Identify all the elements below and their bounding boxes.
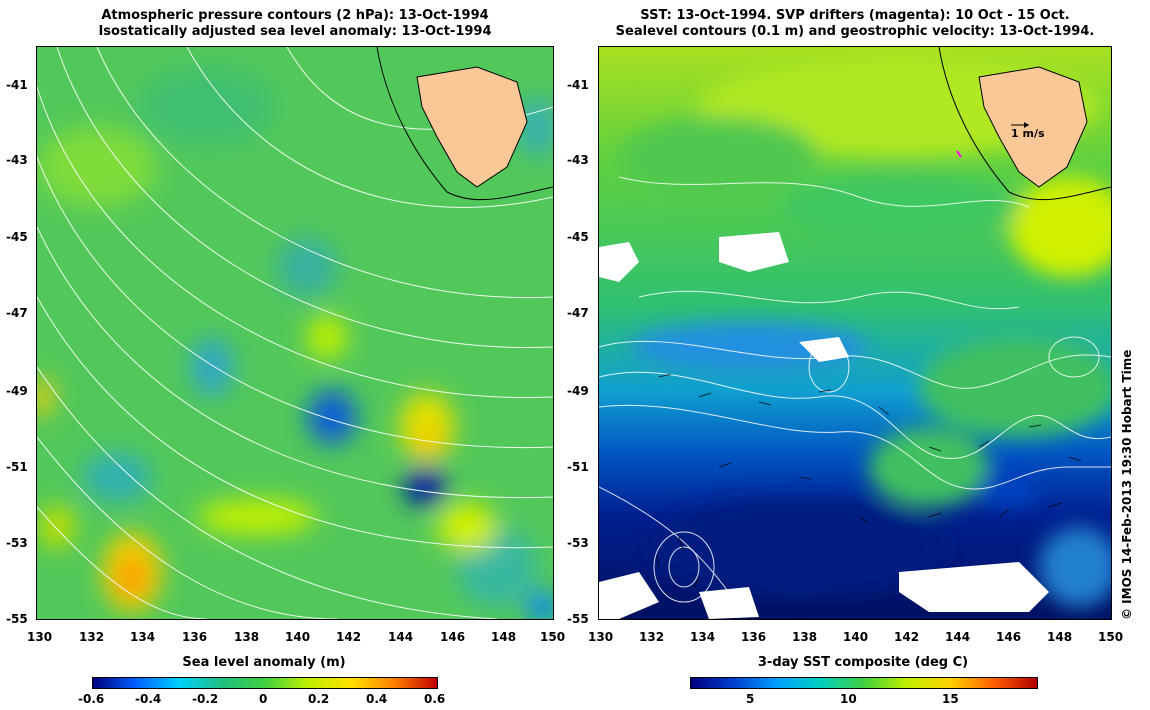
y-tick-label: -49 xyxy=(6,384,28,398)
x-tick-label: 146 xyxy=(996,630,1022,644)
x-tick-label: 132 xyxy=(639,630,665,644)
left-panel-title: Atmospheric pressure contours (2 hPa): 1… xyxy=(36,8,554,40)
x-tick-label: 142 xyxy=(336,630,362,644)
left-title-line2: Isostatically adjusted sea level anomaly… xyxy=(98,24,492,39)
y-tick-label: -53 xyxy=(6,536,28,550)
y-tick-label: -47 xyxy=(6,306,28,320)
y-tick-label: -43 xyxy=(567,153,589,167)
x-tick-label: 134 xyxy=(690,630,716,644)
x-tick-label: 130 xyxy=(27,630,53,644)
y-tick-label: -41 xyxy=(6,78,28,92)
y-tick-label: -53 xyxy=(567,536,589,550)
sst-colorbar xyxy=(690,677,1038,689)
x-tick-label: 138 xyxy=(234,630,260,644)
x-tick-label: 134 xyxy=(130,630,156,644)
y-tick-label: -43 xyxy=(6,153,28,167)
x-tick-label: 144 xyxy=(388,630,414,644)
x-tick-label: 136 xyxy=(182,630,208,644)
x-tick-label: 130 xyxy=(588,630,614,644)
sst-map: 1 m/s xyxy=(598,46,1112,620)
scale-arrow-label: 1 m/s xyxy=(1011,127,1045,140)
y-tick-label: -45 xyxy=(6,230,28,244)
sst-field xyxy=(599,47,1111,619)
x-tick-label: 140 xyxy=(285,630,311,644)
colorbar-tick-label: -0.4 xyxy=(135,692,162,706)
x-tick-label: 150 xyxy=(540,630,566,644)
right-title-line1: SST: 13-Oct-1994. SVP drifters (magenta)… xyxy=(640,8,1070,23)
y-tick-label: -47 xyxy=(567,306,589,320)
colorbar-tick-label: 5 xyxy=(746,692,755,706)
y-tick-label: -55 xyxy=(6,612,28,626)
y-tick-label: -49 xyxy=(567,384,589,398)
colorbar-tick-label: 10 xyxy=(840,692,857,706)
y-tick-label: -45 xyxy=(567,230,589,244)
x-tick-label: 144 xyxy=(945,630,971,644)
colorbar-tick-label: -0.6 xyxy=(78,692,105,706)
sea-level-anomaly-map xyxy=(36,46,554,620)
right-colorbar-title: 3-day SST composite (deg C) xyxy=(757,655,969,670)
x-tick-label: 136 xyxy=(741,630,767,644)
x-tick-label: 132 xyxy=(79,630,105,644)
svp-drifter-track xyxy=(956,150,962,158)
colorbar-tick-label: 0 xyxy=(259,692,268,706)
y-tick-label: -51 xyxy=(567,460,589,474)
x-tick-label: 148 xyxy=(491,630,517,644)
left-colorbar-title: Sea level anomaly (m) xyxy=(182,655,346,670)
colorbar-tick-label: 15 xyxy=(942,692,959,706)
colorbar-tick-label: 0.4 xyxy=(366,692,388,706)
colorbar-tick-label: 0.2 xyxy=(308,692,330,706)
right-panel-title: SST: 13-Oct-1994. SVP drifters (magenta)… xyxy=(598,8,1112,40)
sea-level-colorbar xyxy=(92,677,438,689)
x-tick-label: 150 xyxy=(1098,630,1124,644)
x-tick-label: 138 xyxy=(792,630,818,644)
x-tick-label: 142 xyxy=(894,630,920,644)
y-tick-label: -41 xyxy=(567,78,589,92)
credit-text: © IMOS 14-Feb-2013 19:30 Hobart Time xyxy=(1120,349,1134,620)
colorbar-tick-label: -0.2 xyxy=(192,692,219,706)
x-tick-label: 140 xyxy=(843,630,869,644)
y-tick-label: -55 xyxy=(567,612,589,626)
colorbar-tick-label: 0.6 xyxy=(424,692,446,706)
y-tick-label: -51 xyxy=(6,460,28,474)
x-tick-label: 146 xyxy=(440,630,466,644)
right-title-line2: Sealevel contours (0.1 m) and geostrophi… xyxy=(615,24,1095,39)
x-tick-label: 148 xyxy=(1047,630,1073,644)
left-title-line1: Atmospheric pressure contours (2 hPa): 1… xyxy=(101,8,489,23)
sea-level-anomaly-field xyxy=(37,47,553,619)
